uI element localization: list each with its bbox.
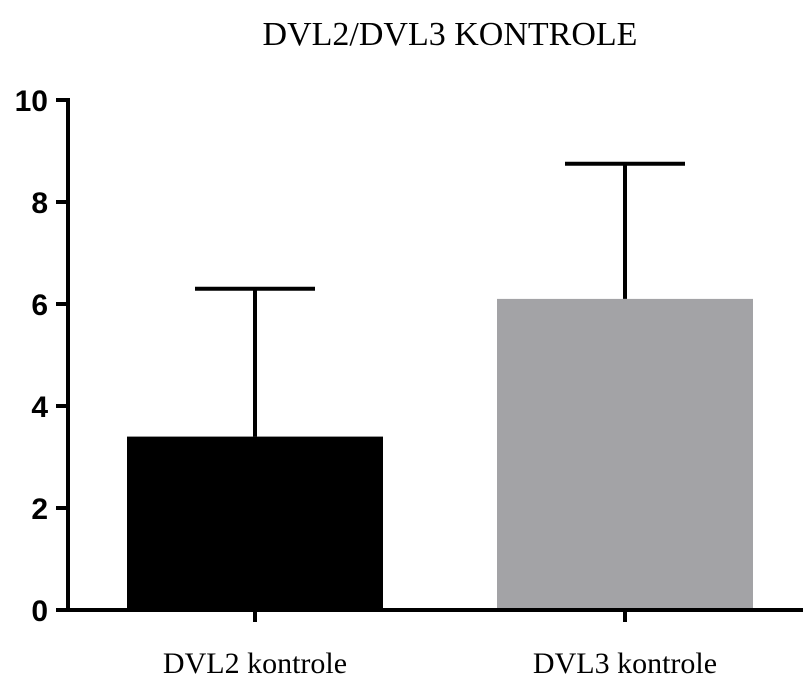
y-tick-label-0: 0 (31, 595, 48, 628)
y-tick-label-8: 8 (31, 187, 48, 220)
y-axis: 0 2 4 6 8 10 (15, 85, 70, 628)
y-tick-label-10: 10 (15, 85, 48, 118)
chart-title: DVL2/DVL3 KONTROLE (263, 16, 638, 53)
x-axis: DVL2 kontrole DVL3 kontrole (66, 608, 803, 680)
y-tick-label-2: 2 (31, 493, 48, 526)
bar-1 (127, 436, 383, 610)
y-tick-label-4: 4 (31, 391, 48, 424)
bar-2 (497, 298, 753, 610)
x-category-label-1: DVL2 kontrole (163, 647, 347, 680)
y-tick-label-6: 6 (31, 289, 48, 322)
error-bars-group (195, 161, 685, 437)
bars-group (127, 298, 753, 610)
x-category-label-2: DVL3 kontrole (533, 647, 717, 680)
